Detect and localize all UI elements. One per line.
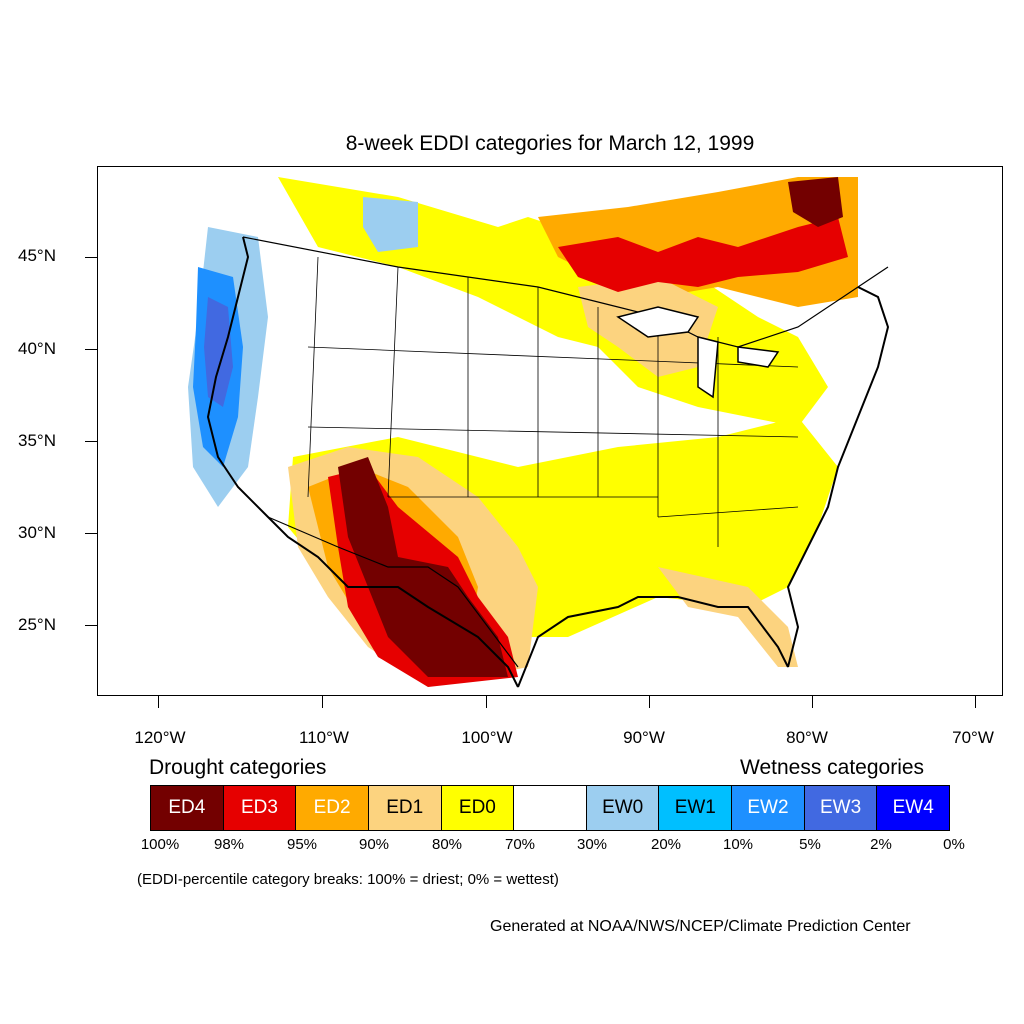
wetness-categories-heading: Wetness categories: [740, 756, 925, 779]
lon-tick-120: [158, 696, 159, 708]
break-label: 95%: [286, 836, 318, 853]
lon-tick-80: [812, 696, 813, 708]
break-label: 98%: [213, 836, 245, 853]
break-label: 20%: [650, 836, 682, 853]
break-label: 80%: [431, 836, 463, 853]
legend-cell-ew0: EW0: [586, 786, 660, 830]
map-canvas: [188, 177, 890, 688]
legend-label-ew4: EW4: [892, 797, 934, 818]
break-label: 30%: [576, 836, 608, 853]
lon-label-110: 110°W: [299, 728, 349, 747]
lon-label-70: 70°W: [952, 728, 994, 747]
break-label: 90%: [358, 836, 390, 853]
lon-label-100: 100°W: [461, 728, 513, 747]
eddi-map: [97, 166, 1003, 696]
lat-label-25: 25°N: [18, 615, 56, 634]
lon-tick-90: [649, 696, 650, 708]
legend-cell-ew4: EW4: [877, 786, 950, 830]
state-lines: [307, 256, 799, 547]
mexico-border: [267, 516, 519, 668]
region-ew3-west: [204, 297, 233, 407]
region-ed1-southeast: [658, 567, 798, 667]
legend-cell-ed2: ED2: [296, 786, 369, 830]
lat-tick-45: [85, 257, 97, 258]
lat-tick-30: [85, 533, 97, 534]
lat-tick-25: [85, 625, 97, 626]
legend-label-ed3: ED3: [240, 797, 278, 818]
legend-cell-ew2: EW2: [732, 786, 805, 830]
legend-cell-ed1: ED1: [368, 786, 442, 830]
lon-label-80: 80°W: [786, 728, 828, 747]
credit-line: Generated at NOAA/NWS/NCEP/Climate Predi…: [490, 918, 911, 935]
legend-cell-ew3: EW3: [804, 786, 878, 830]
great-lakes: [616, 306, 780, 399]
lat-label-35: 35°N: [18, 431, 56, 450]
drought-categories-heading: Drought categories: [149, 756, 327, 779]
break-label: 2%: [870, 836, 892, 853]
legend-label-ew1: EW1: [674, 797, 716, 818]
region-ed3-canada: [558, 217, 848, 292]
lat-tick-40: [85, 349, 97, 350]
legend-label-ed1: ED1: [386, 797, 424, 818]
legend-label-ed2: ED2: [313, 797, 351, 818]
lat-tick-35: [85, 441, 97, 442]
lon-label-90: 90°W: [623, 728, 665, 747]
break-label: 70%: [504, 836, 536, 853]
legend-label-ed4: ED4: [168, 797, 206, 818]
lat-label-45: 45°N: [18, 246, 56, 265]
legend-label-ew2: EW2: [747, 797, 789, 818]
legend-label-ew3: EW3: [819, 797, 862, 818]
break-label: 0%: [943, 836, 965, 853]
legend-cell-ew1: EW1: [659, 786, 733, 830]
lon-label-120: 120°W: [134, 728, 186, 747]
region-ed4-canada: [788, 177, 843, 227]
lat-label-30: 30°N: [18, 523, 56, 542]
lon-tick-110: [322, 696, 323, 708]
legend-label-ew0: EW0: [602, 797, 644, 818]
map-title: 8-week EDDI categories for March 12, 199…: [345, 132, 755, 155]
legend-cell-normal: [514, 786, 587, 830]
lon-tick-70: [975, 696, 976, 708]
legend-cell-ed3: ED3: [223, 786, 297, 830]
lon-tick-100: [486, 696, 487, 708]
legend-cell-ed4: ED4: [151, 786, 224, 830]
region-ew0-north: [363, 197, 418, 252]
legend-label-ed0: ED0: [458, 797, 496, 818]
lat-label-40: 40°N: [18, 339, 56, 358]
category-legend: ED4 ED3 ED2 ED1 ED0 EW0 EW1 EW2 EW3 EW4: [150, 785, 950, 831]
break-label: 100%: [140, 836, 180, 853]
category-breaks-note: (EDDI-percentile category breaks: 100% =…: [137, 871, 559, 888]
break-label: 5%: [799, 836, 821, 853]
break-label: 10%: [722, 836, 754, 853]
legend-cell-ed0: ED0: [441, 786, 515, 830]
